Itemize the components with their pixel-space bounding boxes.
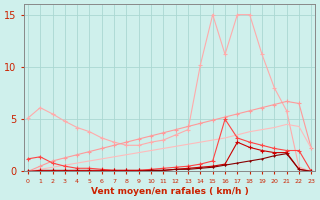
X-axis label: Vent moyen/en rafales ( km/h ): Vent moyen/en rafales ( km/h ) [91, 187, 248, 196]
